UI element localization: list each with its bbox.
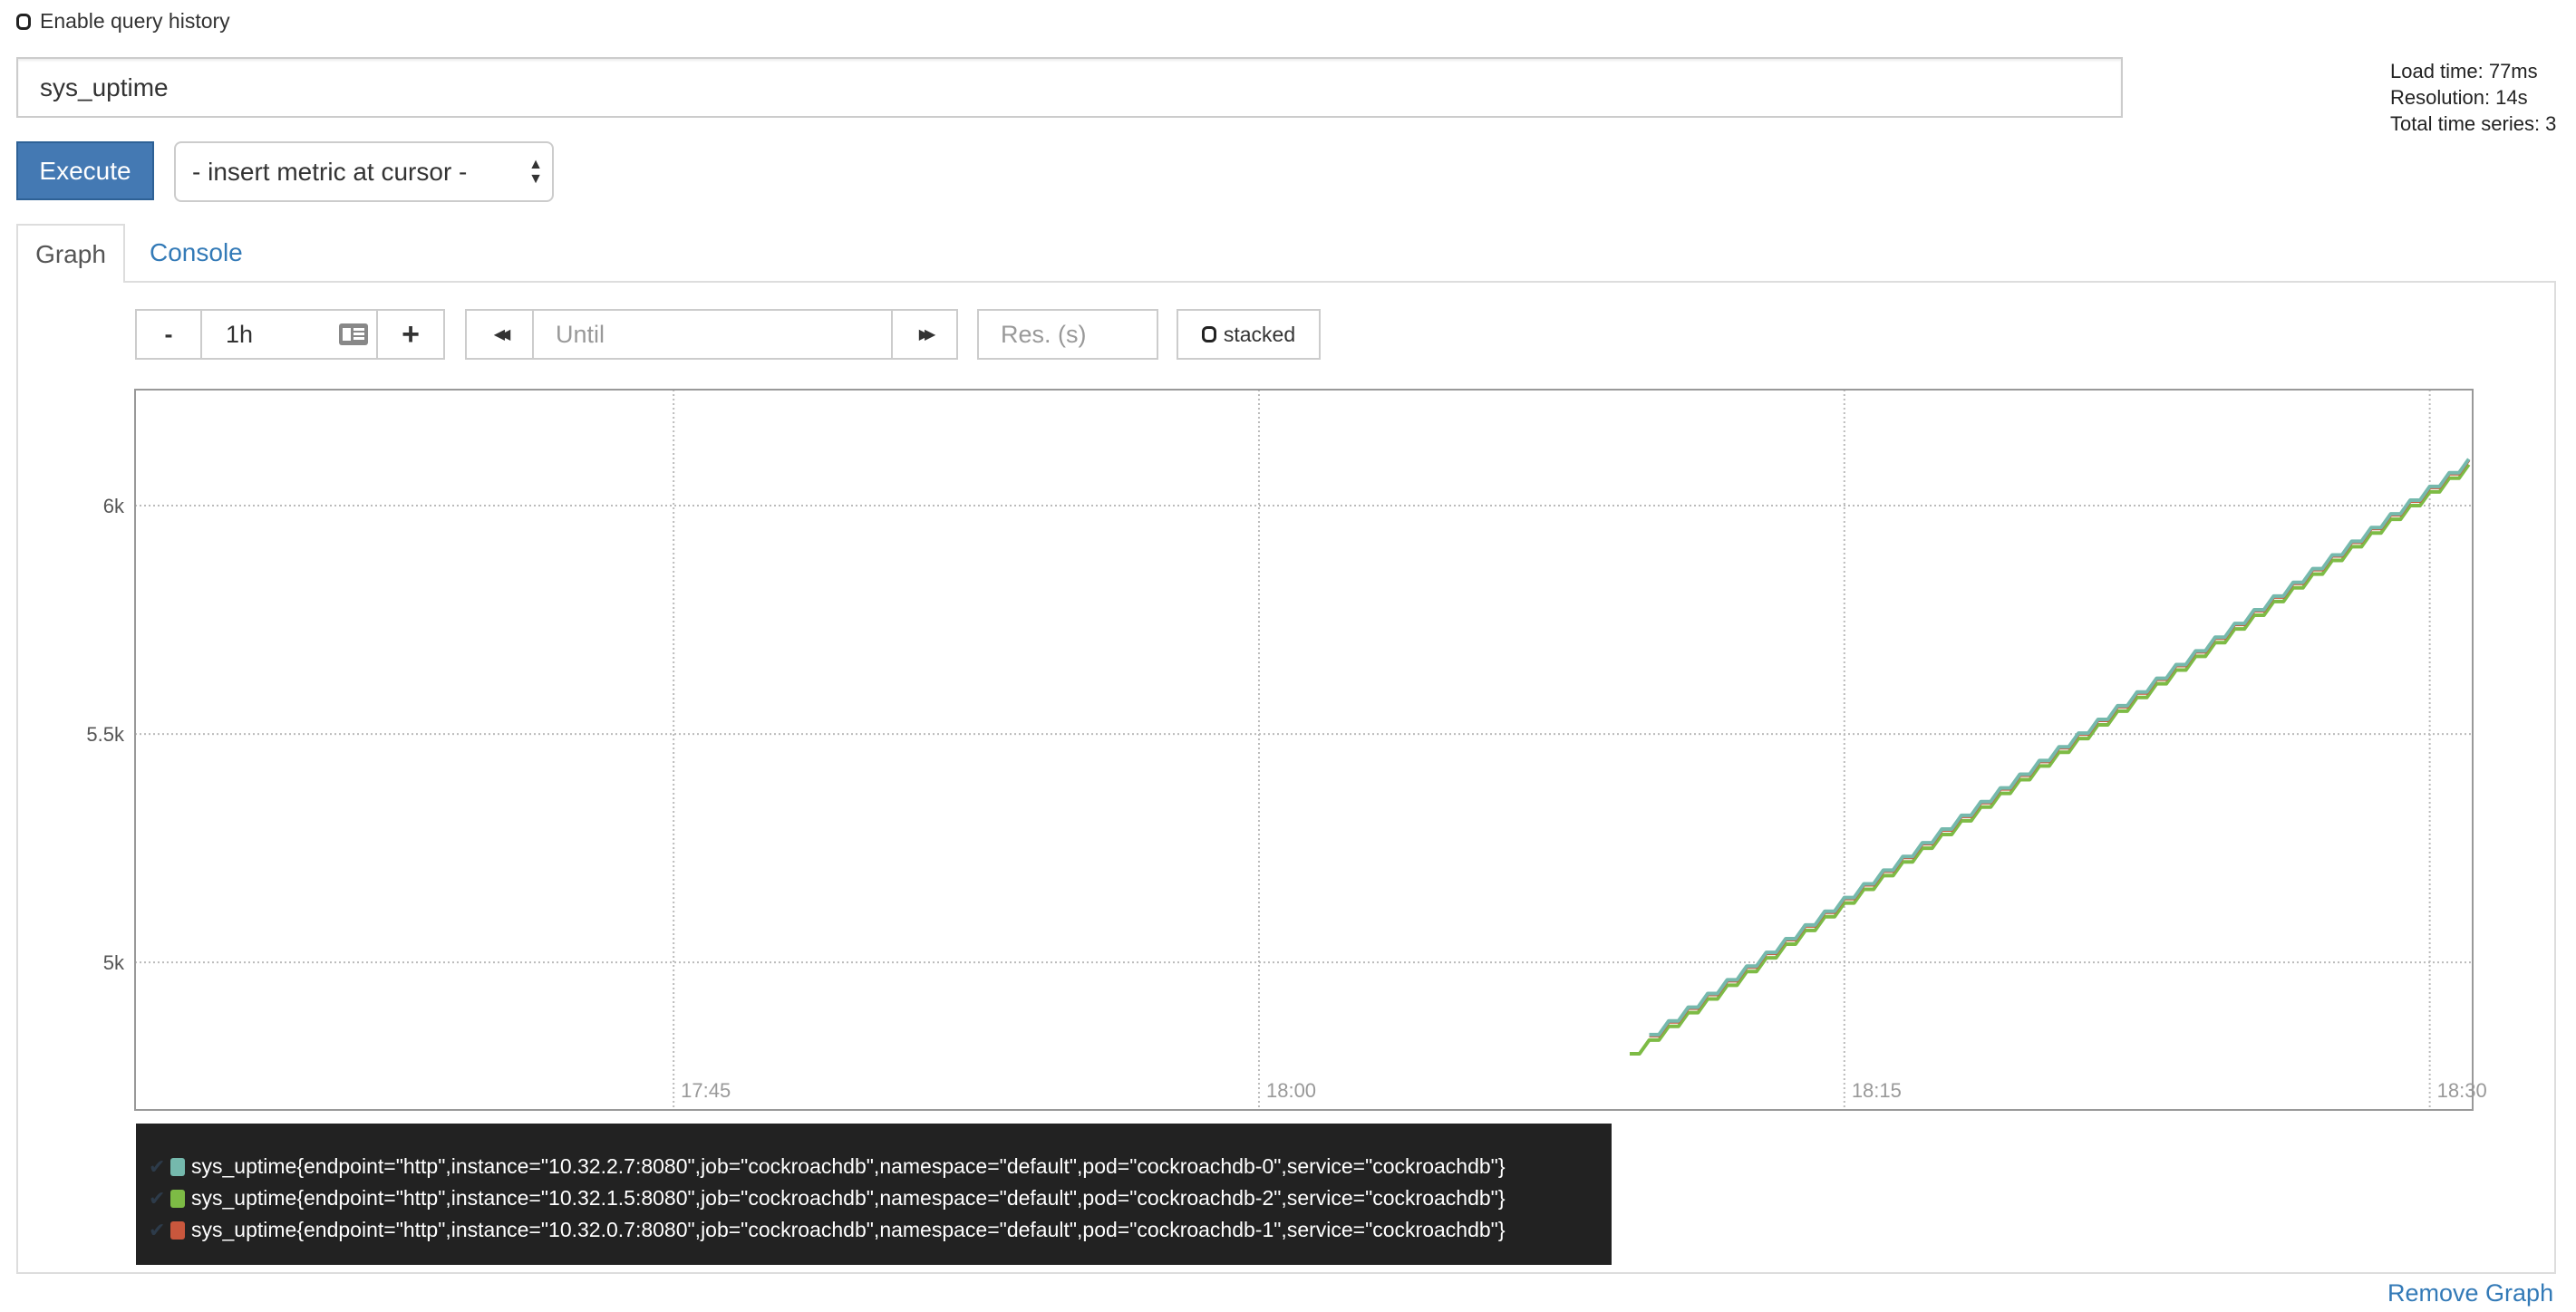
legend-item[interactable]: ✔ sys_uptime{endpoint="http",instance="10… [136,1214,1612,1246]
checkbox-icon[interactable] [16,13,31,30]
check-icon[interactable]: ✔ [149,1218,166,1241]
graph-panel [16,281,2556,1274]
resolution: Resolution: 14s [2390,86,2528,109]
x-tick-label: 18:15 [1852,1079,1902,1102]
query-stats: Load time: 77ms Resolution: 14s Total ti… [2390,58,2556,137]
series-line [1649,458,2471,1037]
increase-range-button[interactable]: + [402,316,420,352]
decrease-range-button[interactable]: - [137,311,202,358]
enable-query-history-checkbox[interactable]: Enable query history [16,9,230,34]
series-color-swatch [170,1220,185,1240]
series-name: sys_uptime{endpoint="http",instance="10.… [191,1186,1506,1210]
insert-metric-selected: - insert metric at cursor - [192,157,468,186]
tab-graph[interactable]: Graph [16,224,125,283]
x-tick-label: 17:45 [681,1079,731,1102]
stacked-label: stacked [1223,322,1296,346]
y-tick-label: 5.5k [86,723,125,746]
load-time: Load time: 77ms [2390,60,2538,82]
legend-item[interactable]: ✔ sys_uptime{endpoint="http",instance="10… [136,1151,1612,1182]
total-time-series: Total time series: 3 [2390,112,2557,135]
series-color-swatch [170,1157,185,1176]
end-time-control: ◀◀ Until ▶▶ [465,309,958,360]
range-input[interactable]: 1h [202,311,378,358]
y-tick-label: 6k [103,495,125,517]
graph-legend: ✔ sys_uptime{endpoint="http",instance="10… [136,1124,1612,1265]
x-tick-label: 18:00 [1266,1079,1316,1102]
y-tick-label: 5k [103,951,125,974]
checkbox-icon[interactable] [1201,326,1216,342]
tab-console[interactable]: Console [150,237,243,266]
series-line [1630,463,2471,1056]
stacked-toggle[interactable]: stacked [1177,309,1321,360]
until-input[interactable]: Until [534,311,893,358]
series-name: sys_uptime{endpoint="http",instance="10.… [191,1154,1506,1178]
remove-graph-link[interactable]: Remove Graph [2387,1279,2554,1307]
x-tick-label: 18:30 [2437,1079,2487,1102]
expression-input[interactable]: sys_uptime [16,57,2123,118]
series-color-swatch [170,1189,185,1208]
fast-forward-icon[interactable]: ▶▶ [918,327,936,342]
execute-button[interactable]: Execute [16,141,154,200]
range-value: 1h [226,320,254,348]
resolution-control: Res. (s) [977,309,1158,360]
rewind-icon[interactable]: ◀◀ [467,311,534,358]
enable-query-history-label: Enable query history [40,9,230,33]
range-control: - 1h + [135,309,445,360]
legend-item[interactable]: ✔ sys_uptime{endpoint="http",instance="10… [136,1182,1612,1214]
calendar-icon[interactable] [338,322,369,347]
check-icon[interactable]: ✔ [149,1186,166,1210]
insert-metric-select[interactable]: - insert metric at cursor - ▲ ▼ [174,141,554,202]
resolution-input[interactable]: Res. (s) [1001,320,1087,348]
check-icon[interactable]: ✔ [149,1154,166,1178]
series-name: sys_uptime{endpoint="http",instance="10.… [191,1218,1506,1241]
select-arrows-icon: ▲ ▼ [528,157,543,187]
plot-frame [134,389,2474,1111]
